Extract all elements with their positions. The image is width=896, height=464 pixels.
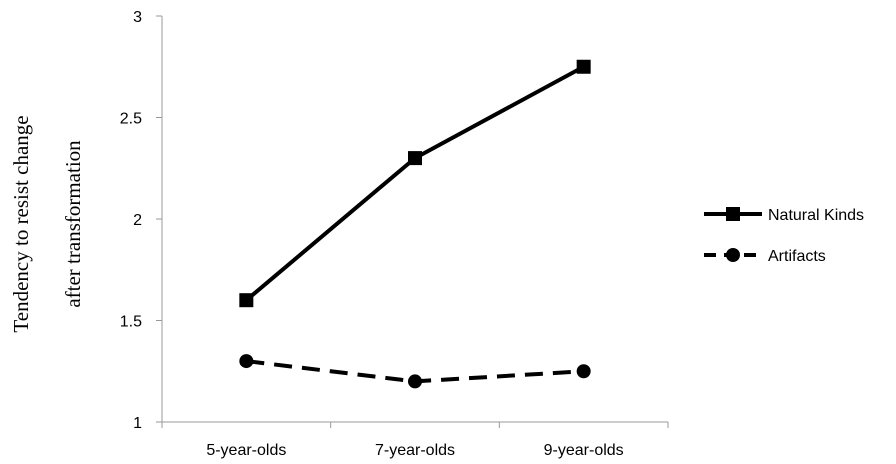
y-axis-ticks: 1 1.5 2 2.5 3 [120,9,162,432]
data-point-natural-kinds [576,59,591,74]
legend-label: Natural Kinds [768,207,864,224]
series-natural-kinds [239,59,591,308]
y-tick-label: 2.5 [120,111,142,128]
y-tick-label: 1.5 [120,314,142,331]
x-axis-ticks: 5-year-olds 7-year-olds 9-year-olds [161,422,669,459]
x-tick-label: 5-year-olds [206,442,286,459]
x-tick-label: 7-year-olds [375,442,455,459]
legend-item-artifacts: Artifacts [704,248,826,265]
data-point-artifacts [576,364,591,379]
data-point-artifacts [239,354,254,369]
data-point-artifacts [408,374,422,389]
series-layer [239,59,591,389]
y-tick-label: 2 [133,212,142,229]
series-line-natural-kinds [245,64,585,302]
legend: Natural Kinds Artifacts [704,207,864,265]
y-tick-label: 3 [133,9,142,26]
series-artifacts [239,354,591,389]
legend-marker [726,207,740,221]
y-tick-label: 1 [133,415,142,432]
data-point-natural-kinds [239,293,254,308]
legend-item-natural-kinds: Natural Kinds [704,207,864,224]
legend-marker [726,248,740,262]
y-axis-title: Tendency to resist change after transfor… [9,115,85,332]
data-point-natural-kinds [408,151,422,166]
y-axis-title-line-1: Tendency to resist change [9,115,33,332]
legend-label: Artifacts [768,248,826,265]
x-tick-label: 9-year-olds [544,442,624,459]
y-axis-title-line-2: after transformation [61,140,85,308]
